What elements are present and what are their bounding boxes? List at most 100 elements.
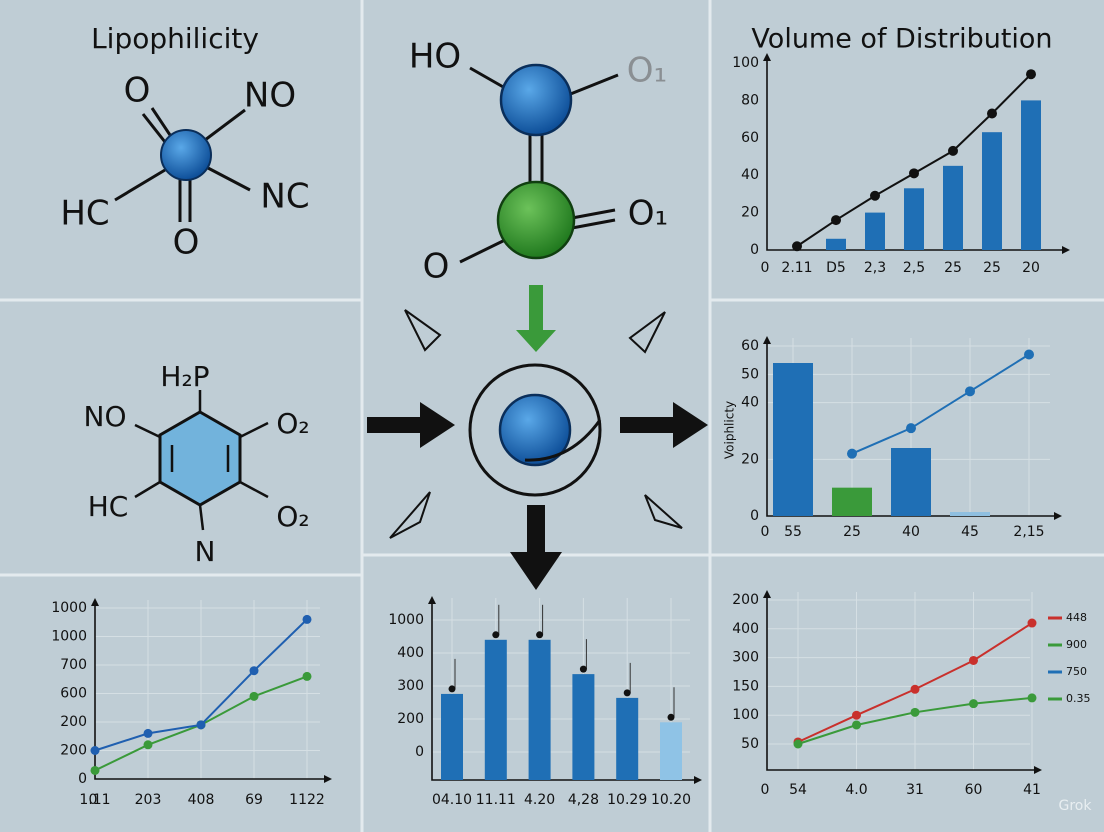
line-point: [1027, 693, 1037, 703]
x-tick-label: 60: [965, 782, 983, 798]
axis: [766, 592, 1040, 771]
bar: [528, 639, 551, 780]
y-tick-label: 1000: [51, 629, 87, 645]
y-tick-label: 200: [60, 743, 87, 759]
x-tick-label: 2,3: [864, 260, 886, 276]
atom-label: NO: [244, 76, 296, 116]
atom-label: NO: [84, 400, 127, 433]
bar: [891, 448, 931, 516]
atom-label: O: [173, 223, 200, 263]
line-point: [831, 215, 841, 226]
bar: [832, 487, 872, 516]
y-tick-label: 200: [397, 711, 424, 727]
axis: [94, 600, 330, 780]
line-point: [852, 720, 861, 730]
y-tick-label: 40: [741, 395, 759, 411]
legend-label: 750: [1066, 665, 1087, 678]
atom-label: HC: [60, 194, 109, 234]
x-tick-label: 203: [135, 792, 162, 808]
y-tick-label: 200: [60, 714, 87, 730]
atom-label: HO: [409, 37, 461, 77]
legend-label: 448: [1066, 611, 1087, 624]
bar: [950, 512, 990, 516]
line-point: [249, 691, 259, 701]
line-point: [792, 241, 802, 252]
x-tick-label: 2,15: [1013, 524, 1044, 540]
line-point: [987, 108, 997, 119]
line-point: [90, 765, 100, 775]
lipophilicity-molecule: Lipophilicity O NO HC NC O: [60, 22, 309, 263]
y-tick-label: 300: [732, 650, 759, 666]
x-tick-label: 10.29: [607, 792, 647, 808]
y-tick-label: 50: [741, 366, 759, 382]
bar: [484, 639, 507, 780]
bar: [616, 697, 639, 780]
atom-label: HC: [88, 490, 129, 523]
x-tick-label: 4.0: [845, 782, 867, 798]
bar: [773, 363, 813, 516]
x-tick-label: 54: [789, 782, 807, 798]
y-tick-label: 0: [78, 771, 87, 787]
y-tick-label: 60: [741, 130, 759, 146]
line-point: [793, 739, 803, 749]
bar: [865, 212, 885, 250]
bar: [572, 674, 595, 780]
line-point: [969, 699, 978, 709]
x-tick-label: 4.20: [524, 792, 555, 808]
x-tick-label: 04.10: [432, 792, 472, 808]
atom-label: N: [195, 535, 216, 568]
line-point: [1026, 69, 1036, 80]
line-point: [870, 190, 880, 201]
line-point: [1024, 349, 1034, 360]
x-tick-label: 25: [843, 524, 861, 540]
x-tick-label: 55: [784, 524, 802, 540]
y-axis-label: Voiphlicty: [723, 401, 737, 459]
x-tick-label: 41: [1023, 782, 1041, 798]
bar-cap: [536, 631, 544, 639]
line-point: [910, 684, 920, 694]
axis: [431, 598, 700, 781]
bar-cap: [492, 631, 500, 639]
line-point: [847, 448, 857, 459]
line-point: [852, 710, 861, 720]
legend-label: 0.35: [1066, 692, 1091, 705]
bar: [904, 188, 924, 250]
panel-title: Lipophilicity: [91, 22, 259, 55]
legend-label: 900: [1066, 638, 1087, 651]
x-tick-label: 20: [1022, 260, 1040, 276]
bar: [441, 693, 463, 780]
y-tick-label: 100: [732, 707, 759, 723]
y-tick-label: 150: [732, 678, 759, 694]
x-tick-label: 1.11: [79, 792, 110, 808]
line-point: [249, 666, 259, 676]
x-tick-label: 408: [188, 792, 215, 808]
x-tick-label: 31: [906, 782, 924, 798]
bar: [943, 165, 963, 250]
y-tick-label: 0: [750, 242, 759, 258]
line-point: [302, 614, 312, 624]
y-tick-label: 80: [741, 92, 759, 108]
x-tick-label: 10.20: [651, 792, 691, 808]
y-tick-label: 1000: [51, 600, 87, 616]
y-tick-label: 60: [741, 338, 759, 354]
atom-label: O₁: [628, 194, 668, 234]
watermark: Grok: [1059, 798, 1093, 814]
y-tick-label: 600: [60, 686, 87, 702]
bar-cap: [579, 665, 587, 673]
center-target: [367, 285, 708, 590]
x-origin-label: 0: [761, 524, 770, 540]
atom-label: H₂P: [160, 360, 209, 393]
atom-label: O₂: [276, 407, 309, 440]
y-tick-label: 1000: [388, 612, 424, 628]
x-origin-label: 0: [89, 792, 98, 808]
x-tick-label: 4,28: [568, 792, 599, 808]
bar: [826, 238, 846, 250]
bar-cap: [448, 685, 456, 693]
y-tick-label: 200: [732, 592, 759, 608]
bar: [1021, 100, 1041, 251]
atom-label: O: [423, 247, 450, 287]
y-tick-label: 0: [415, 744, 424, 760]
x-origin-label: 0: [761, 782, 770, 798]
